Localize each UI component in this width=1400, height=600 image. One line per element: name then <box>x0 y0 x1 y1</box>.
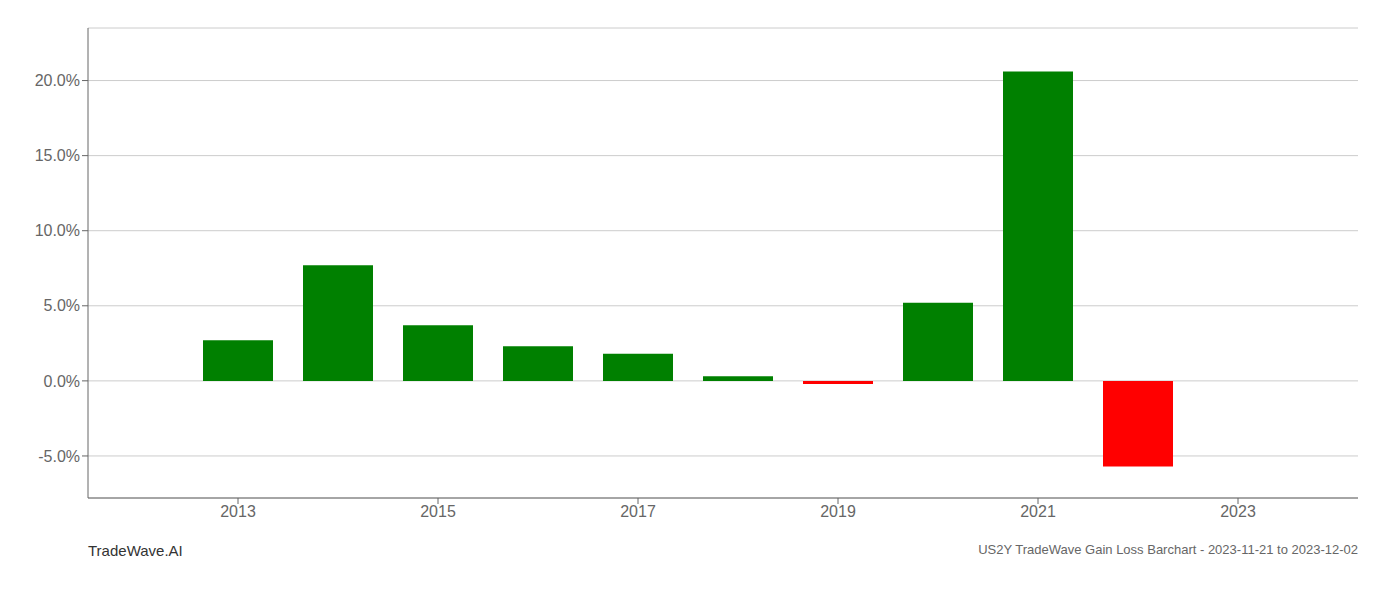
svg-text:2019: 2019 <box>820 503 856 520</box>
svg-text:2021: 2021 <box>1020 503 1056 520</box>
svg-text:20.0%: 20.0% <box>35 72 80 89</box>
svg-text:5.0%: 5.0% <box>44 297 80 314</box>
html-text:US2Y TradeWave Gain Loss Barch: US2Y TradeWave Gain Loss Barchart - 2023… <box>978 542 1358 557</box>
html-text:TradeWave.AI: TradeWave.AI <box>88 542 183 559</box>
svg-text:2013: 2013 <box>220 503 256 520</box>
svg-text:2023: 2023 <box>1220 503 1256 520</box>
svg-text:10.0%: 10.0% <box>35 222 80 239</box>
svg-text:15.0%: 15.0% <box>35 147 80 164</box>
svg-text:-5.0%: -5.0% <box>38 448 80 465</box>
svg-text:2017: 2017 <box>620 503 656 520</box>
svg-text:2015: 2015 <box>420 503 456 520</box>
svg-text:0.0%: 0.0% <box>44 373 80 390</box>
